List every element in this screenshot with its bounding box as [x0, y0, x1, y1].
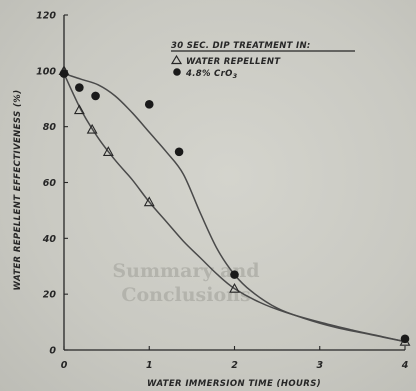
legend-label-cro3-main: 4.8% CrO: [185, 69, 233, 79]
legend-label-cro3: 4.8% CrO3: [185, 69, 238, 80]
y-tick-label: 120: [36, 11, 56, 22]
y-tick-label: 100: [36, 66, 56, 77]
curves-layer: [63, 72, 406, 343]
legend-header: 30 SEC. DIP TREATMENT IN:: [171, 41, 311, 51]
y-tick-label: 20: [43, 290, 57, 301]
series-cro3-point: [174, 147, 184, 157]
legend-label-cro3-subscript: 3: [233, 72, 238, 80]
x-tick-label: 0: [61, 360, 68, 371]
series-cro3-point: [91, 91, 100, 101]
y-axis-title: WATER REPELLENT EFFECTIVENESS (%): [13, 90, 23, 291]
series-cro3-point: [400, 334, 410, 344]
bleed-through-text-1: Summary and: [112, 260, 259, 282]
ticks-layer: 0 20 40 60 80 100 120 0 1 2 3 4: [36, 11, 409, 372]
legend: 30 SEC. DIP TREATMENT IN: WATER REPELLEN…: [170, 41, 355, 80]
y-tick-label: 60: [43, 178, 57, 189]
legend-circle-marker: [173, 68, 181, 76]
y-tick-label: 80: [43, 122, 57, 133]
series-cro3-point: [59, 69, 69, 78]
x-tick-label: 3: [316, 360, 323, 371]
bleed-through-text-2: Conclusions: [121, 284, 250, 306]
series-cro3-curve: [63, 72, 406, 343]
x-tick-label: 1: [146, 360, 153, 371]
series-cro3-point: [144, 100, 154, 109]
series-water-repellent-point: [102, 146, 114, 156]
legend-triangle-marker: [170, 54, 183, 65]
x-axis-title: WATER IMMERSION TIME (HOURS): [147, 379, 321, 389]
x-tick-label: 2: [231, 360, 238, 371]
series-water-repellent-point: [86, 123, 98, 134]
points-layer: [58, 65, 411, 346]
legend-label-water-repellent: WATER REPELLENT: [186, 57, 281, 67]
series-water-repellent-point: [229, 282, 240, 293]
series-water-repellent-curve: [63, 73, 406, 343]
x-tick-label: 4: [401, 360, 409, 371]
series-water-repellent-point: [73, 104, 85, 115]
series-cro3-point: [230, 270, 239, 279]
y-tick-label: 40: [42, 234, 57, 245]
series-cro3-point: [75, 83, 84, 92]
y-tick-label: 0: [49, 346, 56, 357]
series-water-repellent-point: [143, 196, 155, 207]
